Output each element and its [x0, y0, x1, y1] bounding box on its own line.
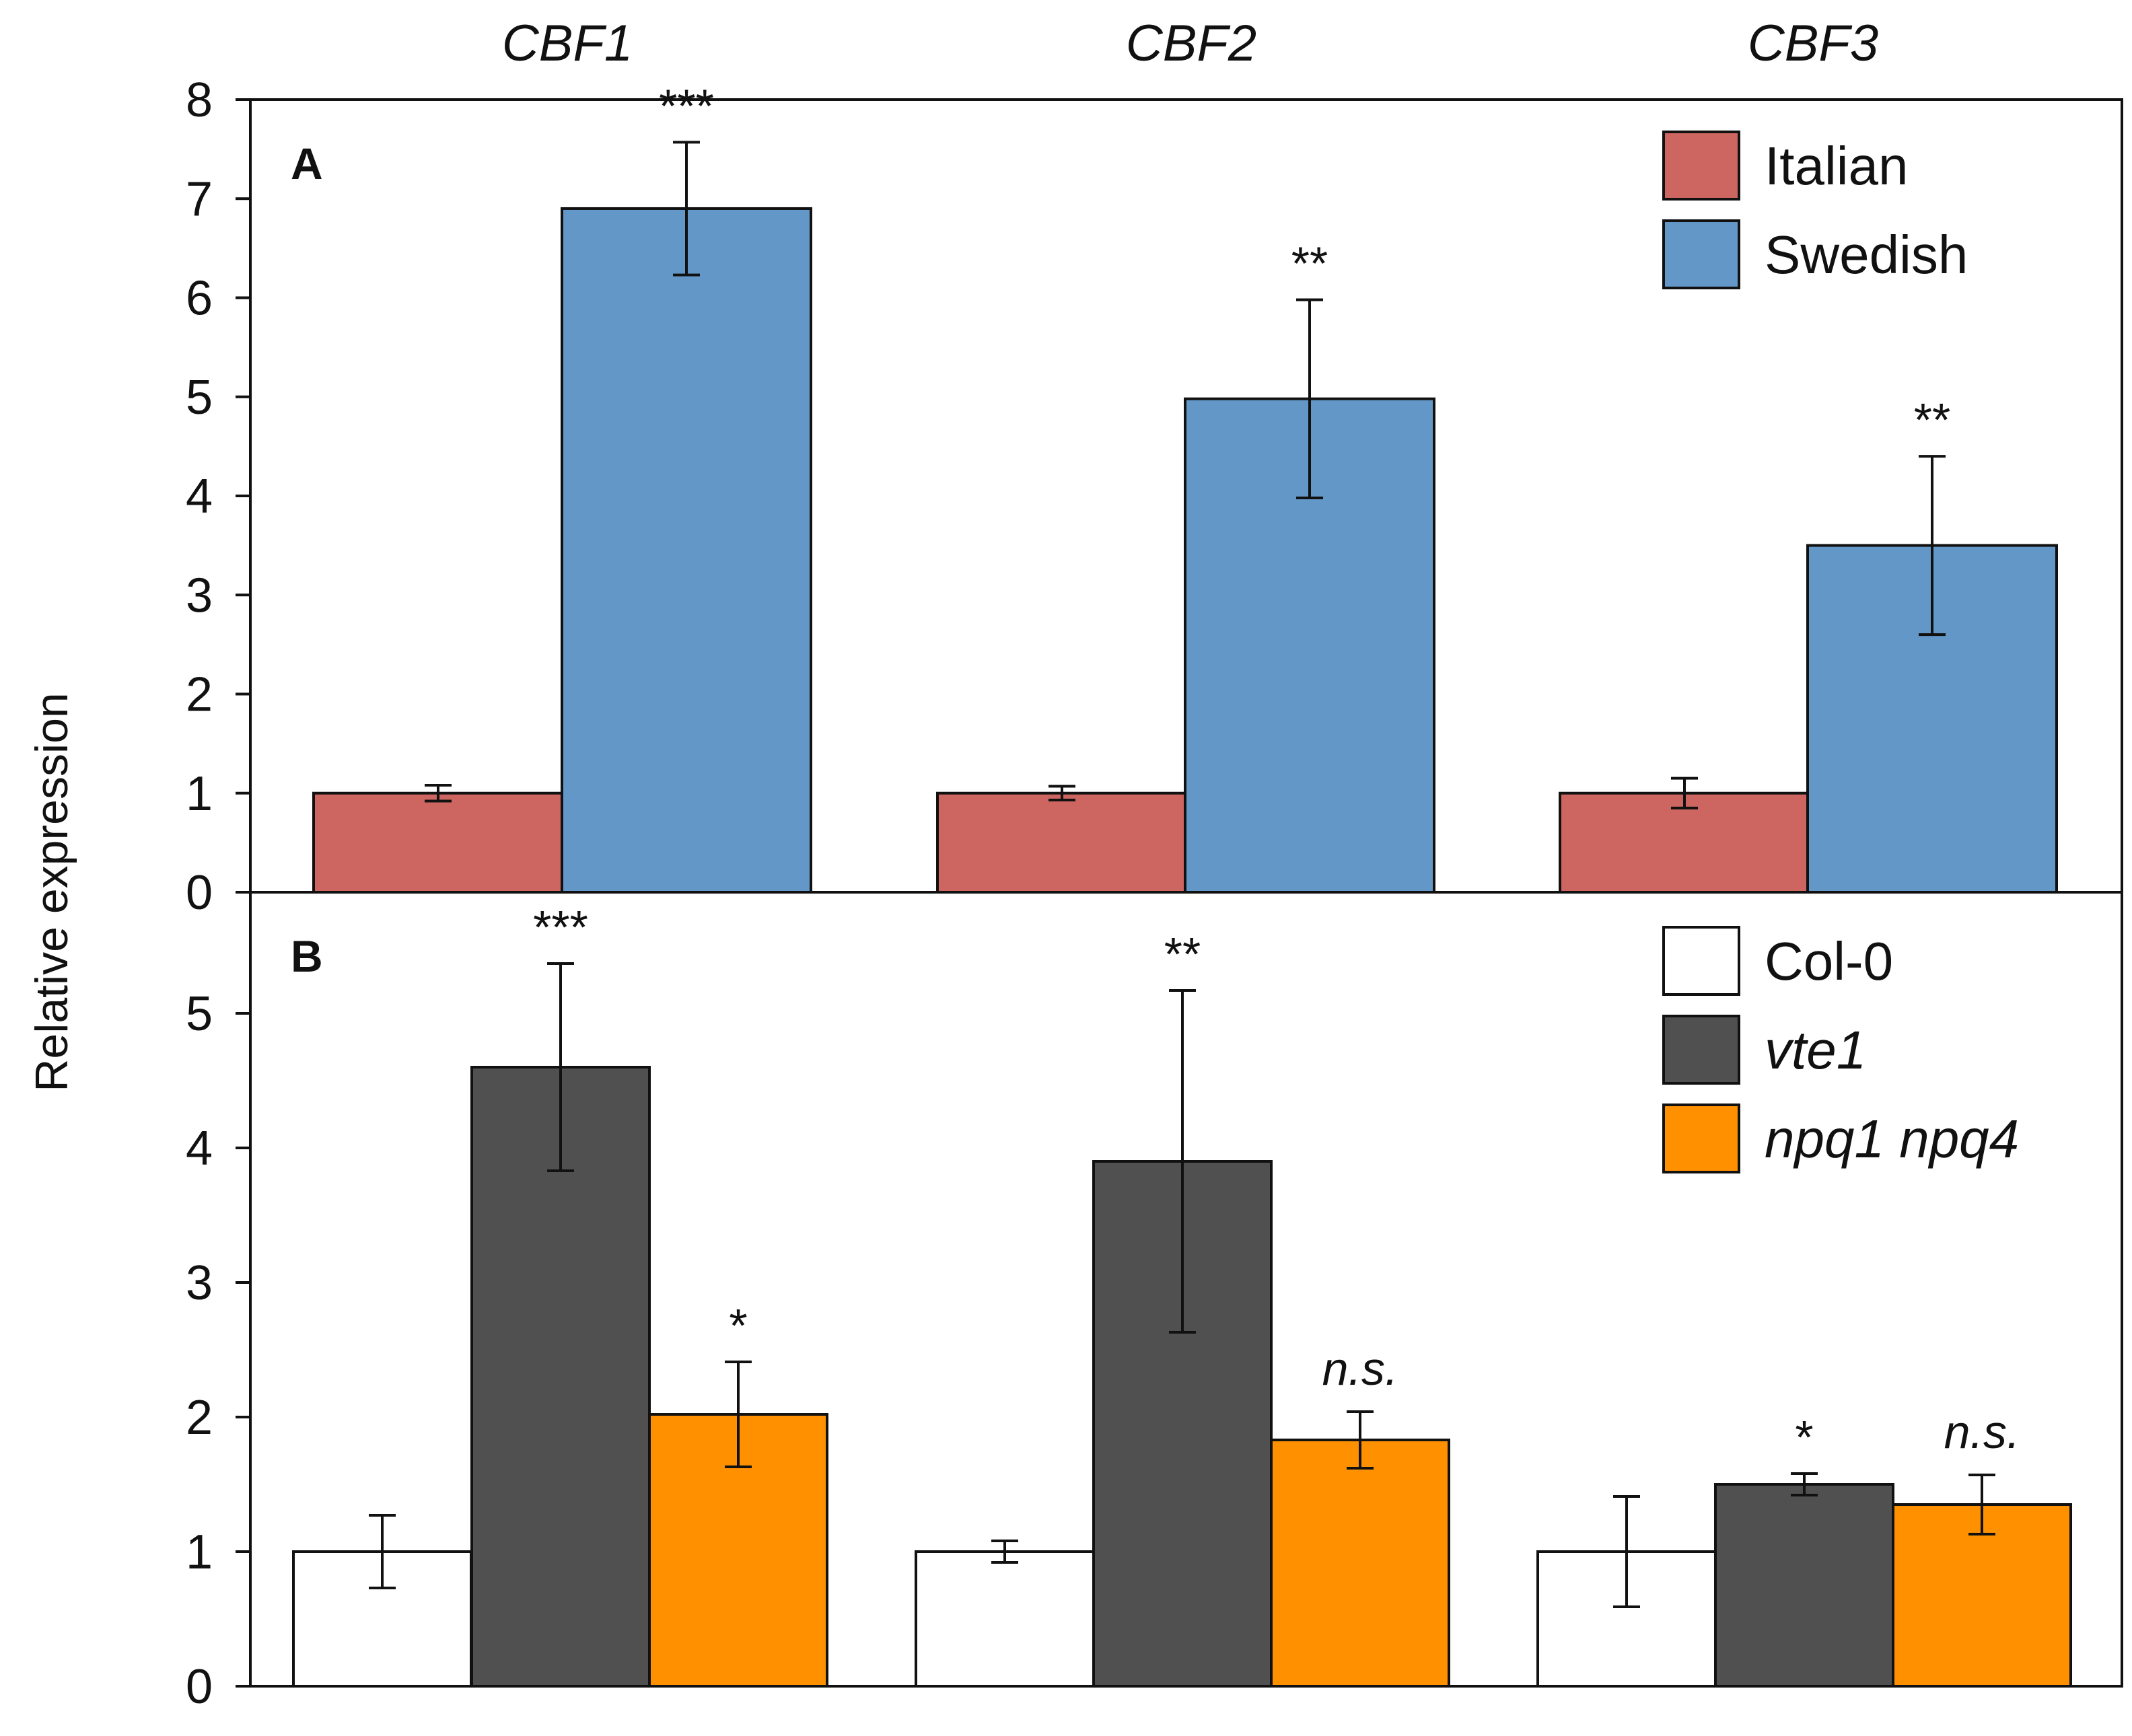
- y-tick-label-panel-b-5: 5: [186, 987, 213, 1041]
- legend-label-npq1-npq4: npq1 npq4: [1765, 1109, 2019, 1169]
- bar-swedish-cbf1: [561, 207, 812, 894]
- legend-swatch-col-0: [1662, 926, 1740, 996]
- legend-label-col-0: Col-0: [1765, 931, 1893, 991]
- y-tick-label-panel-b-4: 4: [186, 1122, 213, 1176]
- bars-layer: [292, 141, 2072, 1688]
- gene-label-cbf1: CBF1: [502, 15, 633, 72]
- significance-label: *: [1795, 1411, 1813, 1463]
- legend-swatch-swedish: [1662, 219, 1740, 289]
- gene-label-cbf2: CBF2: [1126, 15, 1256, 72]
- y-tick-label-panel-a-6: 6: [186, 272, 213, 326]
- significance-label: n.s.: [1944, 1406, 2020, 1458]
- bar-npq1-npq4-cbf2: [1270, 1439, 1450, 1688]
- legend-label-vte1: vte1: [1765, 1020, 1866, 1080]
- y-tick-label-panel-b-2: 2: [186, 1391, 213, 1445]
- panel-label-a: A: [291, 139, 323, 188]
- legend-swatch-italian: [1662, 131, 1740, 201]
- significance-label: *: [729, 1299, 747, 1352]
- legend-swatch-npq1-npq4: [1662, 1104, 1740, 1173]
- text-layer: CBF1 CBF2 CBF3 Relative expression 0 1 2 3 4 5 6 7 8…: [26, 15, 2020, 1714]
- legend-label-swedish: Swedish: [1765, 225, 1968, 285]
- gene-label-cbf3: CBF3: [1748, 15, 1878, 72]
- y-tick-label-panel-a-5: 5: [186, 371, 213, 425]
- legend-label-italian: Italian: [1765, 136, 1908, 196]
- significance-label: **: [1914, 394, 1950, 446]
- y-tick-label-panel-a-0: 0: [186, 866, 213, 920]
- y-tick-label-panel-b-3: 3: [186, 1256, 213, 1310]
- bar-italian-cbf1: [312, 791, 564, 894]
- significance-label: **: [1291, 237, 1328, 289]
- y-tick-label-panel-a-3: 3: [186, 569, 213, 622]
- y-tick-label-panel-a-4: 4: [186, 470, 213, 523]
- y-tick-label-panel-a-1: 1: [186, 767, 213, 821]
- significance-label: ***: [533, 901, 588, 953]
- significance-label: n.s.: [1322, 1342, 1398, 1395]
- y-tick-label-panel-b-0: 0: [186, 1660, 213, 1714]
- bar-vte1-cbf3: [1714, 1483, 1894, 1688]
- legend-swatch-vte1: [1662, 1015, 1740, 1085]
- y-tick-label-panel-a-8: 8: [186, 73, 213, 127]
- significance-label: ***: [659, 79, 714, 132]
- frame-layer: [236, 98, 2123, 1688]
- y-tick-label-panel-a-2: 2: [186, 668, 213, 722]
- y-tick-label-panel-a-7: 7: [186, 172, 213, 226]
- panel-label-b: B: [291, 931, 323, 981]
- bar-col-0-cbf2: [915, 1550, 1095, 1688]
- significance-label: **: [1164, 928, 1201, 980]
- y-tick-label-panel-b-1: 1: [186, 1525, 213, 1579]
- y-axis-title: Relative expression: [26, 692, 77, 1091]
- bar-italian-cbf2: [936, 791, 1188, 894]
